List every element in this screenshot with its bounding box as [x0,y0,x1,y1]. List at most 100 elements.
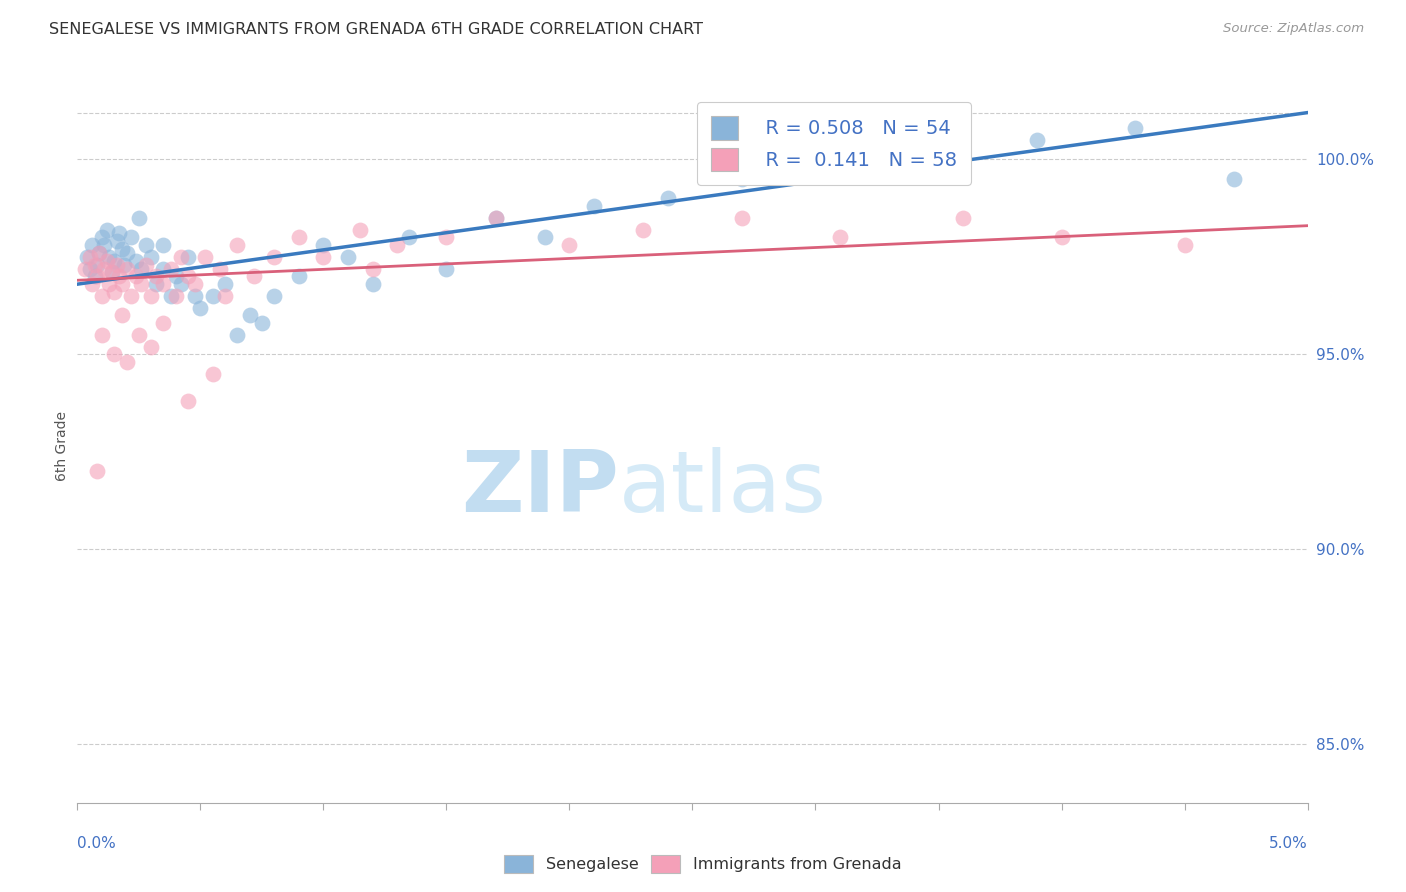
Point [226,238,249,252]
Point [152,316,174,330]
Point [239,309,262,323]
Point [731,211,754,225]
Point [86,464,108,478]
Point [312,250,335,264]
Point [1174,238,1197,252]
Point [83,269,105,284]
Point [128,211,150,225]
Point [830,160,852,174]
Point [583,199,606,213]
Point [1125,121,1147,136]
Legend: Senegalese, Immigrants from Grenada: Senegalese, Immigrants from Grenada [498,848,908,880]
Point [288,230,311,244]
Point [96,253,118,268]
Point [558,238,581,252]
Point [436,230,458,244]
Point [1050,230,1073,244]
Point [250,316,273,330]
Point [79,250,101,264]
Point [288,269,311,284]
Point [93,238,115,252]
Point [112,258,135,272]
Point [657,191,679,205]
Point [89,246,111,260]
Point [115,246,138,260]
Point [141,289,163,303]
Point [1026,133,1049,147]
Point [263,289,285,303]
Point [111,242,132,256]
Point [633,222,655,236]
Point [141,250,163,264]
Text: Source: ZipAtlas.com: Source: ZipAtlas.com [1223,22,1364,36]
Point [79,261,101,276]
Point [93,261,115,276]
Point [177,269,200,284]
Point [103,347,125,361]
Point [731,172,754,186]
Point [243,269,266,284]
Point [160,261,183,276]
Point [115,355,138,369]
Point [111,277,132,292]
Text: 0.0%: 0.0% [77,836,117,851]
Point [101,265,124,279]
Point [184,277,207,292]
Point [105,258,128,272]
Point [201,289,224,303]
Point [152,238,174,252]
Point [83,258,105,272]
Point [201,367,224,381]
Point [82,238,104,252]
Point [141,340,163,354]
Point [135,238,157,252]
Point [101,265,124,279]
Point [90,327,114,342]
Point [125,269,148,284]
Point [209,261,232,276]
Point [131,277,153,292]
Point [90,230,114,244]
Point [76,250,98,264]
Point [73,261,96,276]
Point [194,250,217,264]
Point [86,269,108,284]
Point [177,250,200,264]
Text: 5.0%: 5.0% [1268,836,1308,851]
Point [98,250,121,264]
Point [145,269,167,284]
Point [103,285,125,299]
Point [398,230,420,244]
Point [121,230,143,244]
Point [349,222,371,236]
Point [226,327,249,342]
Point [361,261,384,276]
Point [90,289,114,303]
Point [214,289,236,303]
Point [121,289,143,303]
Point [534,230,557,244]
Point [98,277,121,292]
Point [125,253,148,268]
Text: SENEGALESE VS IMMIGRANTS FROM GRENADA 6TH GRADE CORRELATION CHART: SENEGALESE VS IMMIGRANTS FROM GRENADA 6T… [49,22,703,37]
Point [108,269,131,284]
Point [928,145,950,159]
Point [312,238,335,252]
Point [103,253,125,268]
Point [160,289,183,303]
Point [145,277,167,292]
Point [485,211,508,225]
Point [131,261,153,276]
Point [135,258,157,272]
Point [115,261,138,276]
Point [387,238,409,252]
Text: ZIP: ZIP [461,447,619,531]
Point [263,250,285,264]
Point [105,234,128,248]
Point [86,258,108,272]
Point [485,211,508,225]
Point [170,277,193,292]
Point [128,327,150,342]
Point [82,277,104,292]
Point [152,277,174,292]
